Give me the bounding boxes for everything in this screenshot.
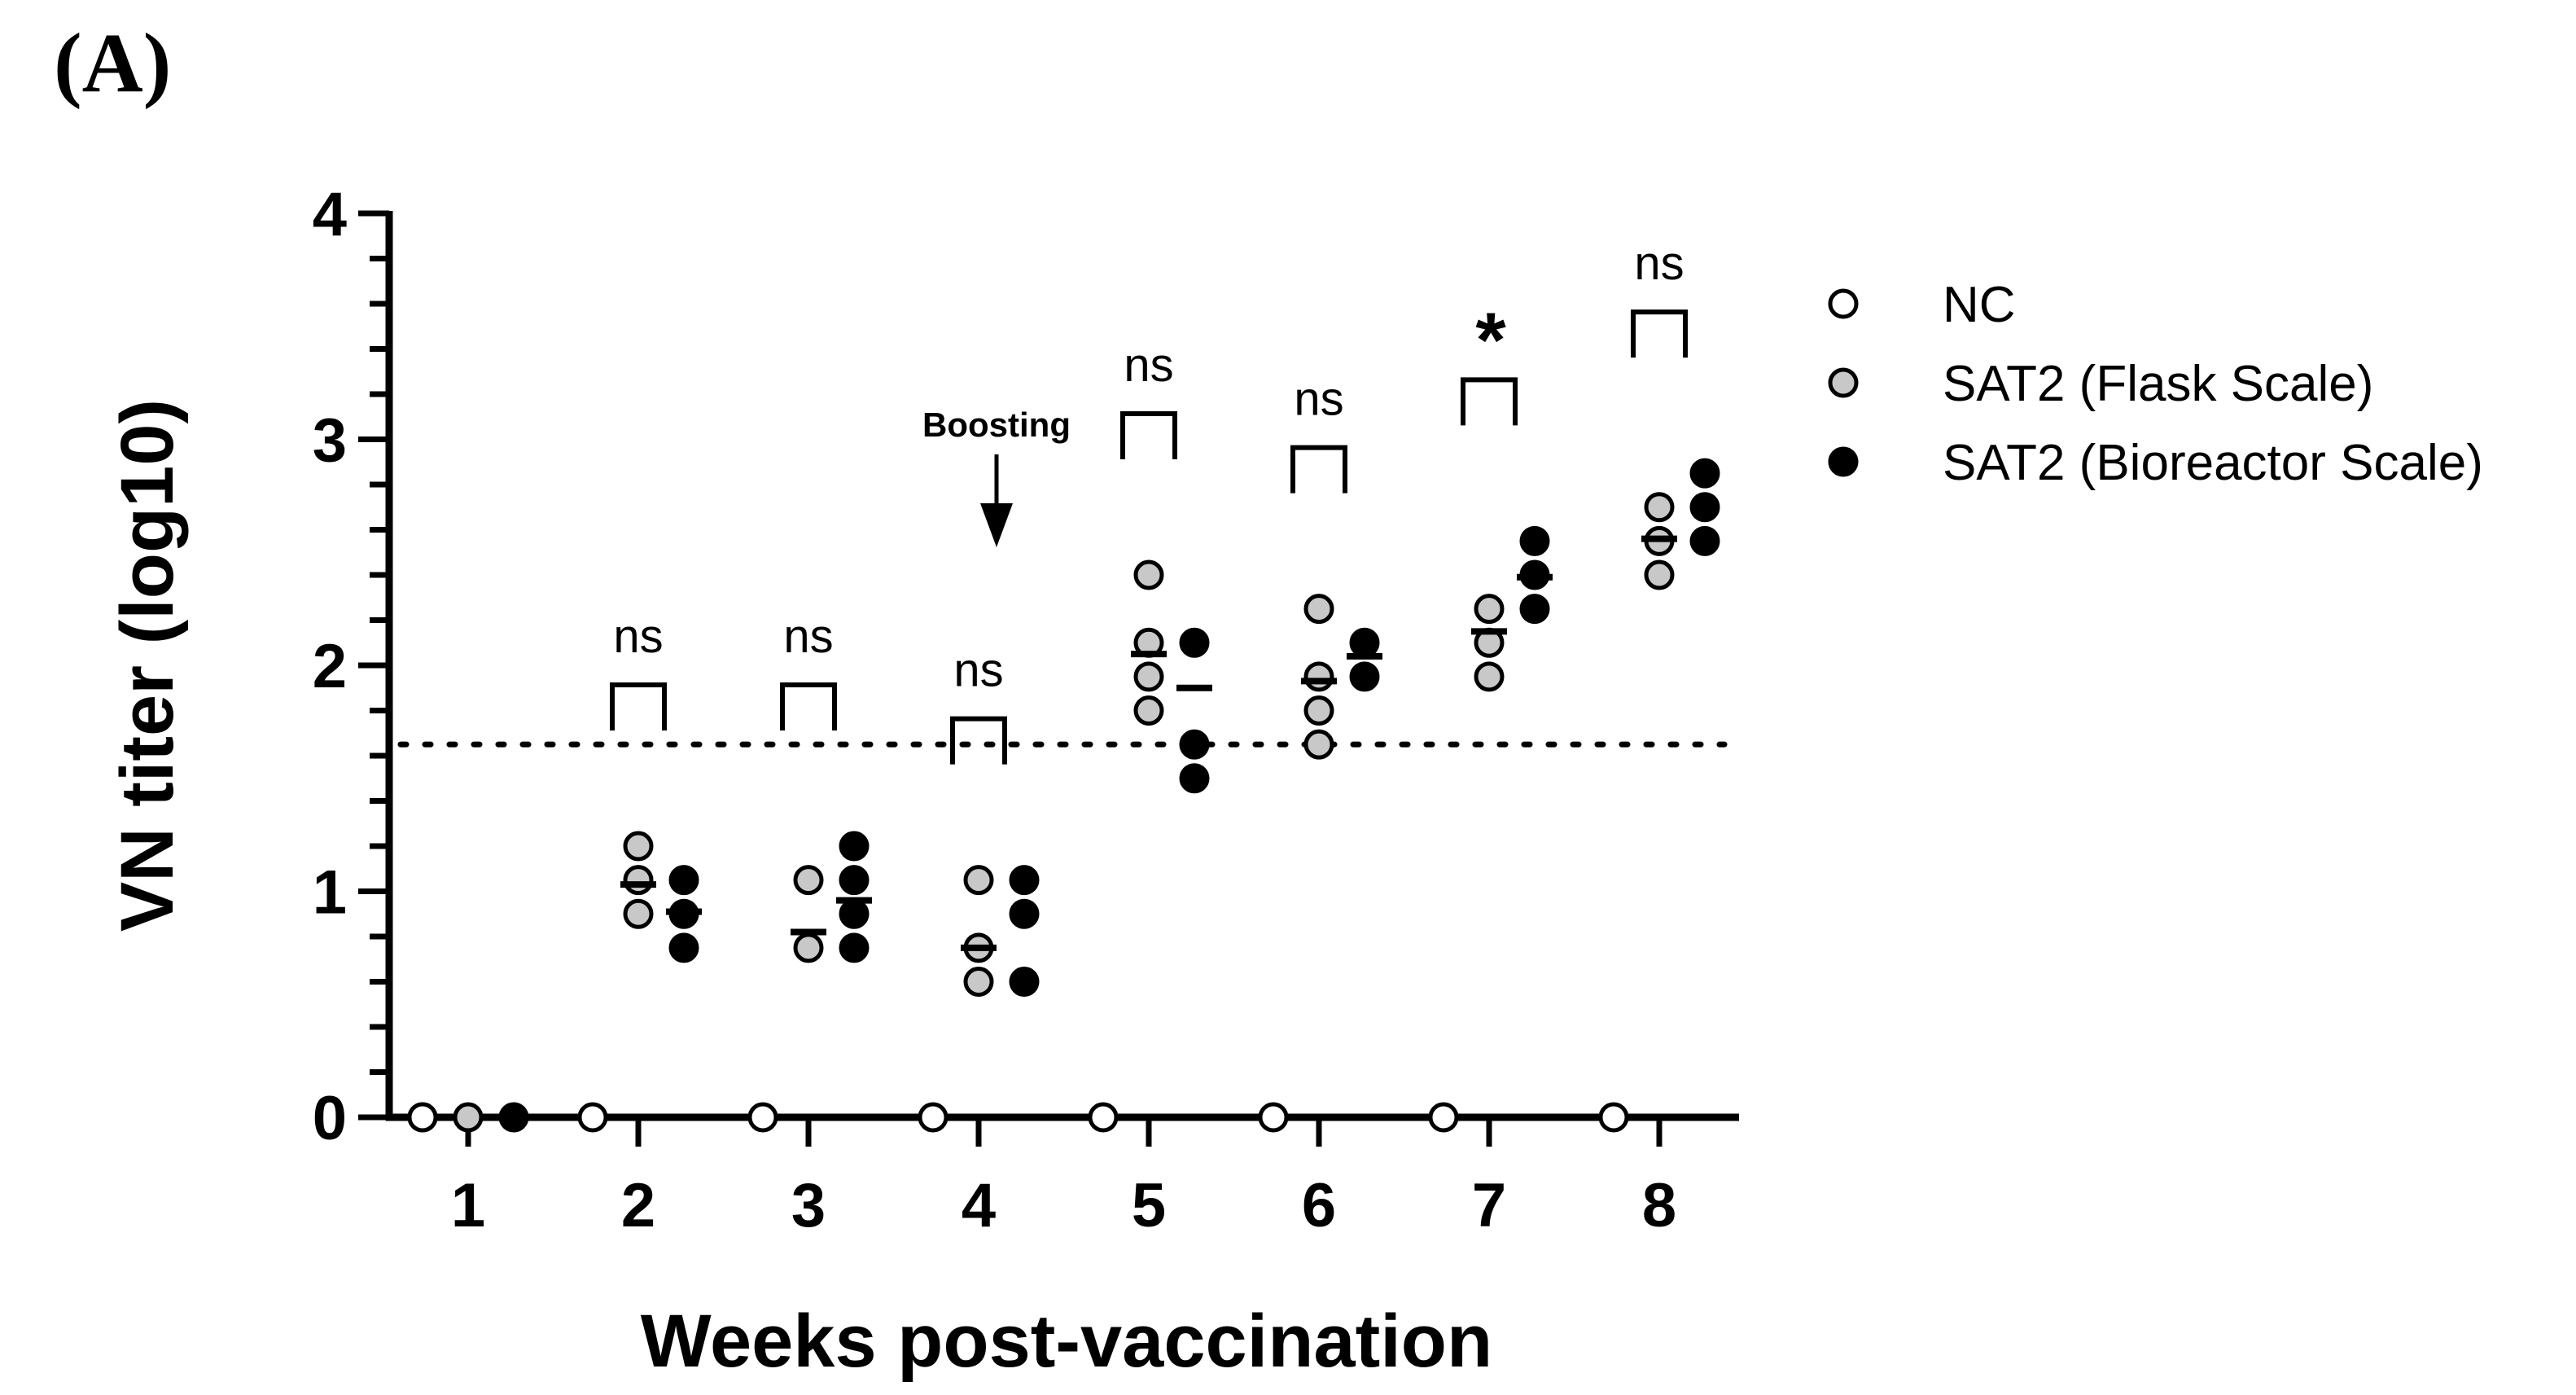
x-tick-label: 2 [621,1171,655,1240]
data-point [1303,729,1334,760]
data-point [1428,1102,1459,1133]
legend-marker [1828,367,1859,398]
y-tick-label: 3 [313,406,347,476]
data-point [839,898,870,929]
data-point [623,865,654,896]
data-point [963,865,994,896]
significance-bracket [1120,411,1177,459]
x-tick-label: 4 [962,1171,996,1240]
y-tick-label: 2 [313,632,347,701]
data-point [453,1102,484,1133]
data-point [1009,898,1040,929]
data-point [1474,594,1505,625]
data-point [577,1102,608,1133]
significance-bracket [1631,309,1688,358]
data-point [1088,1102,1119,1133]
data-point [1349,661,1380,692]
significance-label: ns [613,610,663,663]
significance-label: * [1475,296,1506,384]
data-point [963,967,994,997]
data-point [1303,594,1334,625]
y-axis-title: VN titer (log10) [106,399,189,932]
data-point [498,1102,529,1133]
data-point [793,865,824,896]
data-point [1644,559,1675,590]
data-point [747,1102,778,1133]
data-point [1179,763,1210,794]
x-tick-label: 3 [791,1171,826,1240]
data-point [1303,661,1334,692]
data-point [1598,1102,1629,1133]
data-point [407,1102,438,1133]
x-tick-label: 5 [1132,1171,1166,1240]
data-point [1689,458,1720,489]
y-tick-label: 0 [313,1084,347,1153]
legend: NC SAT2 (Flask Scale) SAT2 (Bioreactor Sca… [1828,277,2483,491]
significance-label: ns [953,644,1003,697]
significance-bracket [1290,445,1347,494]
data-point [1689,525,1720,556]
panel-label: (A) [54,16,171,110]
y-tick-label: 4 [313,180,347,249]
data-point [1258,1102,1289,1133]
data-point [1133,695,1164,726]
data-point [1303,695,1334,726]
boosting-arrow-head [980,503,1013,547]
data-point [623,831,654,862]
data-point [1474,661,1505,692]
significance-label: ns [1634,237,1684,290]
x-tick-label: 8 [1642,1171,1676,1240]
significance-label: ns [1294,373,1343,426]
x-axis-title: Weeks post-vaccination [641,1300,1492,1383]
data-point [1349,627,1380,658]
data-point [1009,967,1040,997]
x-tick-label: 6 [1302,1171,1336,1240]
data-point [668,865,699,896]
significance-bracket [780,682,837,730]
data-point [623,898,654,929]
data-point [1009,865,1040,896]
data-point [839,831,870,862]
significance-label: ns [783,610,833,663]
boosting-annotation: Boosting [922,406,1071,444]
y-tick-label: 1 [313,858,347,928]
legend-marker [1828,288,1859,319]
legend-label: NC [1943,277,2016,333]
significance-bracket [610,682,667,730]
data-point [1179,729,1210,760]
data-point [839,932,870,963]
data-point [1644,492,1675,523]
significance-bracket [1461,377,1518,426]
significance-label: ns [1124,339,1173,392]
legend-label: SAT2 (Bioreactor Scale) [1943,435,2483,491]
significance-bracket [950,716,1007,765]
plot-area: 0 1 2 3 4 1 2 3 4 5 6 7 8 Weeks post-vaccination VN ti… [106,180,1739,1383]
data-point [793,932,824,963]
x-tick-label: 1 [451,1171,485,1240]
data-point [839,865,870,896]
data-point [1133,559,1164,590]
data-point [1519,525,1550,556]
data-point [918,1102,948,1133]
data-point [668,932,699,963]
legend-label: SAT2 (Flask Scale) [1943,356,2373,412]
data-point [1179,627,1210,658]
data-point [1133,661,1164,692]
legend-marker [1828,446,1859,477]
x-tick-label: 7 [1472,1171,1506,1240]
data-point [1689,492,1720,523]
data-point [1519,594,1550,625]
